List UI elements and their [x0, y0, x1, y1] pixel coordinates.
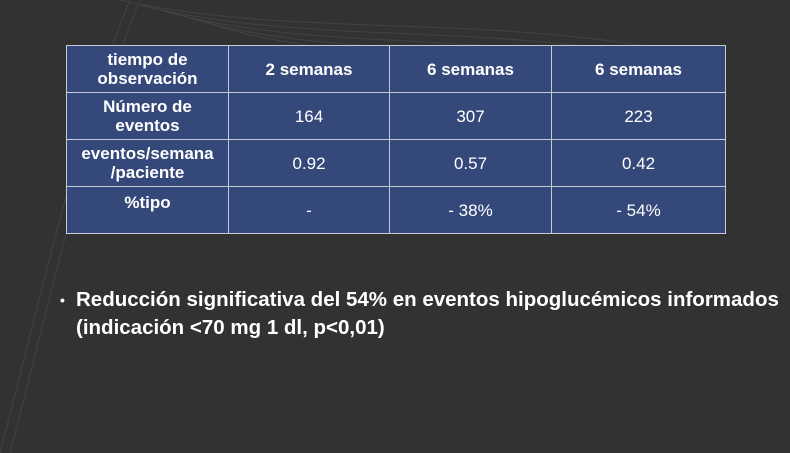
table-cell: - 54% — [551, 186, 726, 234]
table-row: %tipo - - 38% - 54% — [66, 186, 726, 234]
table-row: Número de eventos 164 307 223 — [66, 92, 726, 140]
table-row: eventos/semana /paciente 0.92 0.57 0.42 — [66, 139, 726, 187]
row-label: %tipo — [66, 186, 229, 234]
row-label: Número de eventos — [66, 92, 229, 140]
table-header-row: tiempo de observación 2 semanas 6 semana… — [66, 45, 726, 93]
table-cell: 164 — [228, 92, 390, 140]
table-header-cell: 6 semanas — [389, 45, 552, 93]
table-cell: 0.92 — [228, 139, 390, 187]
table-cell: - 38% — [389, 186, 552, 234]
bullet-item: • Reducción significativa del 54% en eve… — [60, 286, 780, 342]
table-header-cell: 6 semanas — [551, 45, 726, 93]
table-cell: 307 — [389, 92, 552, 140]
results-table: tiempo de observación 2 semanas 6 semana… — [66, 45, 726, 234]
table-cell: 0.42 — [551, 139, 726, 187]
bullet-text: Reducción significativa del 54% en event… — [76, 288, 779, 339]
table-cell: 0.57 — [389, 139, 552, 187]
row-label: eventos/semana /paciente — [66, 139, 229, 187]
table-cell: - — [228, 186, 390, 234]
table-cell: 223 — [551, 92, 726, 140]
table-header-cell: tiempo de observación — [66, 45, 229, 93]
table-header-cell: 2 semanas — [228, 45, 390, 93]
bullet-icon: • — [60, 292, 65, 308]
